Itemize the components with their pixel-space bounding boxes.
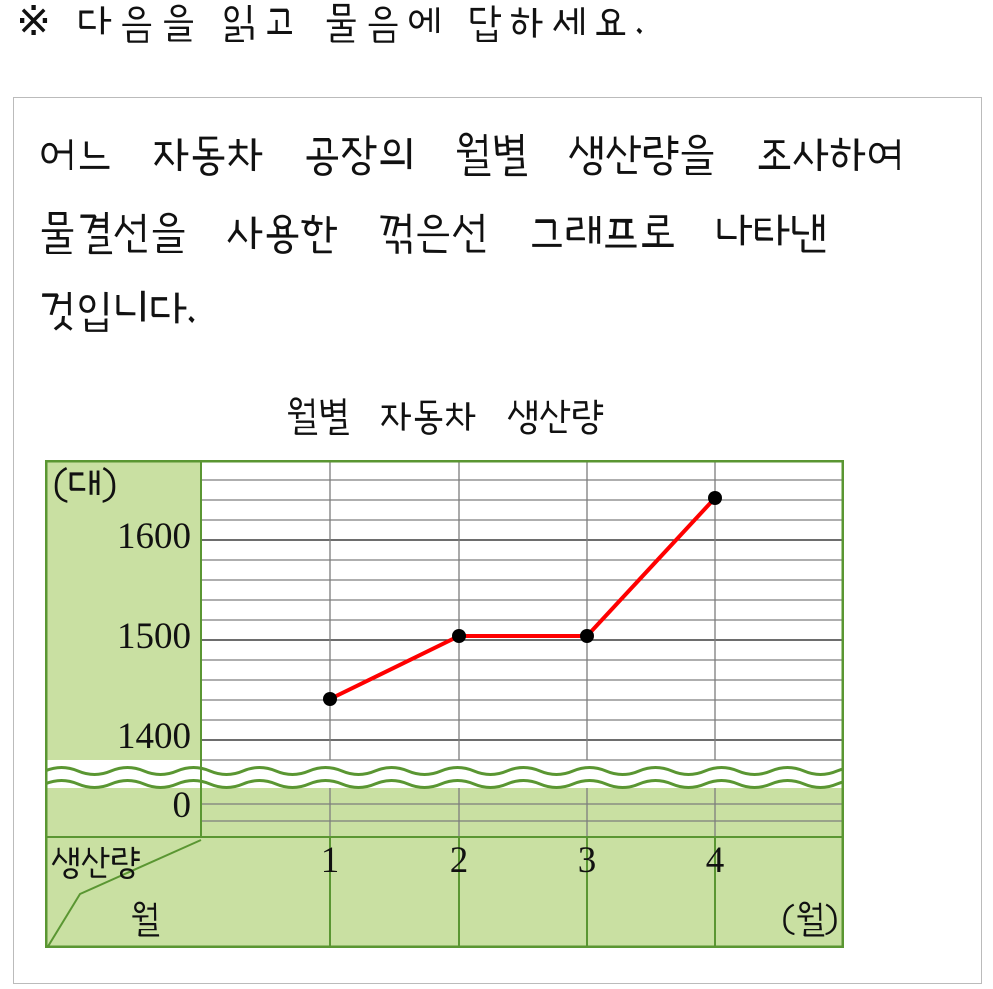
svg-text:1600: 1600 xyxy=(117,516,191,557)
svg-text:(대): (대) xyxy=(53,464,117,506)
svg-text:0: 0 xyxy=(173,785,192,826)
svg-text:(월): (월) xyxy=(782,901,838,938)
svg-text:2: 2 xyxy=(450,840,469,881)
svg-text:3: 3 xyxy=(578,840,597,881)
svg-text:생산량: 생산량 xyxy=(51,844,141,881)
svg-text:1500: 1500 xyxy=(117,616,191,657)
svg-text:1: 1 xyxy=(321,840,340,881)
svg-text:1400: 1400 xyxy=(117,716,191,757)
svg-text:월: 월 xyxy=(130,901,160,938)
svg-text:4: 4 xyxy=(706,840,725,881)
